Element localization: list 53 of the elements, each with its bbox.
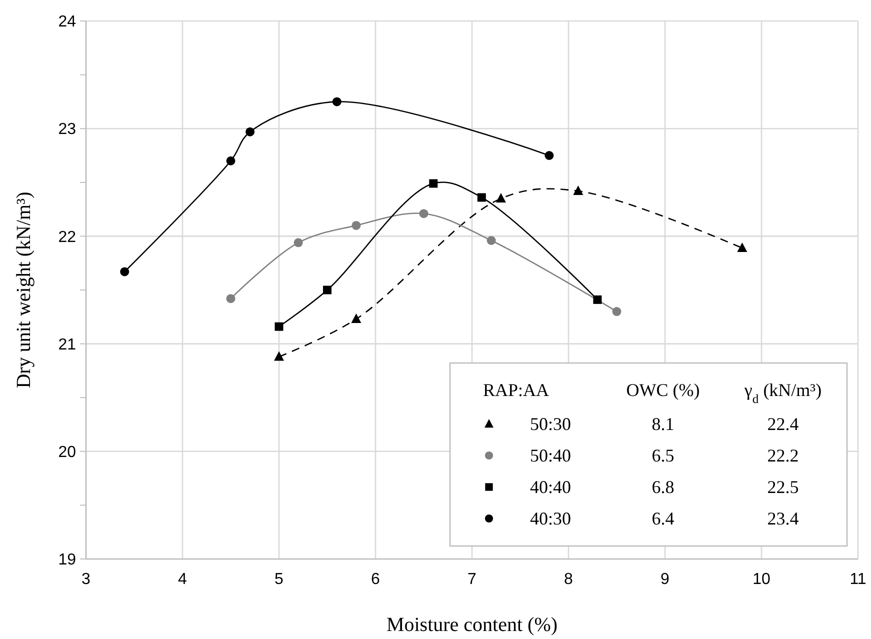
y-tick-label: 21 [58, 336, 76, 354]
point [246, 127, 255, 136]
point [419, 209, 428, 218]
point [294, 238, 303, 248]
x-tick-label: 9 [660, 571, 670, 588]
x-tick-label: 5 [274, 571, 284, 588]
annotation: 6.5 [652, 446, 674, 466]
x-tick-label: 3 [82, 571, 91, 588]
y-axis-title: Dry unit weight (kN/m³) [13, 192, 35, 388]
point [226, 156, 236, 166]
annotation: OWC (%) [626, 380, 700, 400]
x-tick-label: 10 [752, 571, 770, 588]
legend-label: 40:30 [530, 508, 572, 528]
point [486, 236, 496, 246]
y-tick-label: 24 [58, 14, 76, 31]
point [323, 286, 332, 294]
x-axis-title: Moisture content (%) [386, 614, 558, 636]
y-tick-label: 23 [58, 121, 76, 138]
annotation: 6.4 [652, 508, 674, 528]
x-tick-label: 6 [371, 571, 380, 588]
legend-label: 40:40 [530, 477, 572, 497]
legend-title: RAP:AA [483, 380, 550, 400]
x-tick-label: 4 [178, 571, 188, 588]
point [429, 179, 438, 188]
annotation: 23.4 [767, 508, 799, 528]
y-tick-label: 22 [58, 228, 76, 246]
annotation: 8.1 [652, 414, 674, 434]
point [593, 295, 602, 304]
point [274, 351, 284, 361]
point [332, 97, 342, 106]
point [573, 186, 584, 196]
annotation: 22.5 [767, 477, 799, 497]
point [120, 267, 130, 276]
annotation: 22.2 [767, 446, 799, 466]
point [496, 193, 506, 203]
point [352, 220, 361, 230]
point [737, 242, 748, 252]
x-tick-label: 7 [468, 571, 477, 588]
y-tick-label: 19 [58, 552, 76, 569]
point [612, 307, 622, 316]
annotation: 6.8 [652, 477, 674, 497]
x-tick-label: 11 [850, 571, 866, 588]
x-tick-label: 8 [564, 571, 574, 588]
legend-label: 50:30 [530, 414, 572, 434]
point [274, 322, 284, 331]
y-tick-label: 20 [58, 444, 76, 461]
point [544, 151, 554, 160]
point [477, 193, 486, 202]
point [351, 314, 362, 324]
legend-label: 50:40 [530, 446, 572, 466]
annotation: 22.4 [767, 414, 799, 434]
point [226, 294, 236, 304]
annotation: γ$_{d}$ (kN/m³) [743, 380, 822, 406]
